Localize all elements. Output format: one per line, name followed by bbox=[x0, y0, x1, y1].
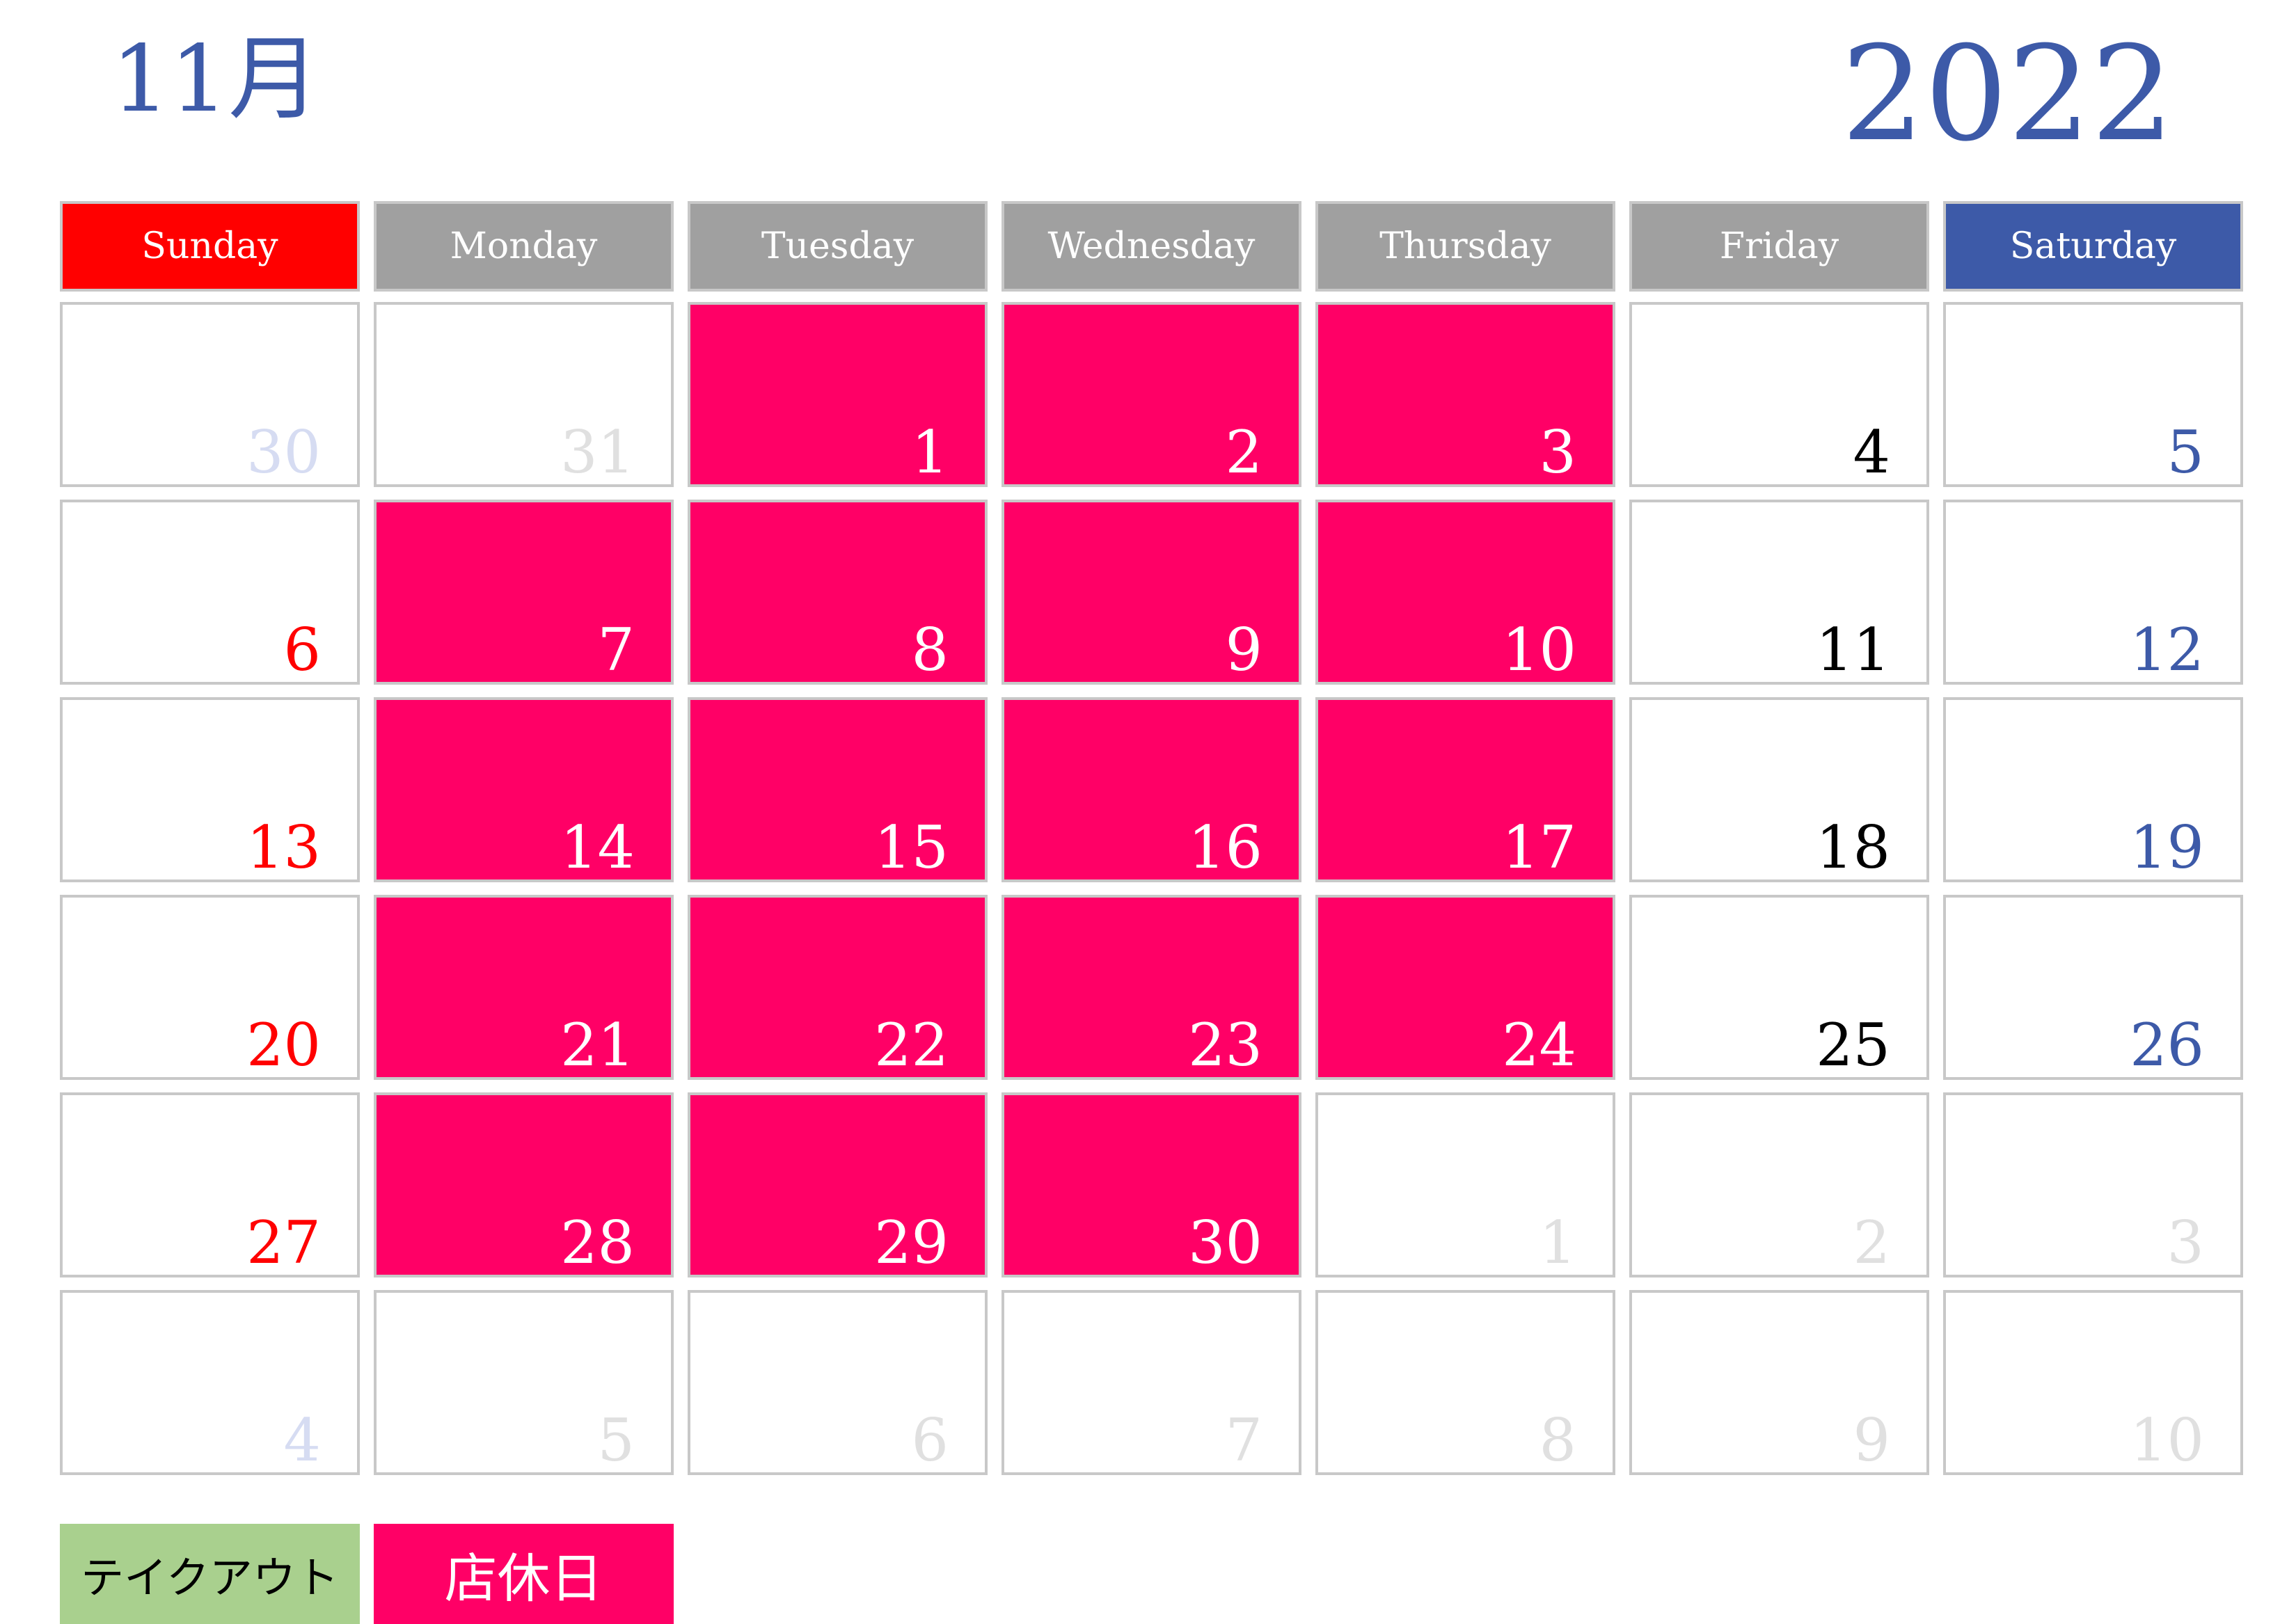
day-cell: 1 bbox=[1315, 1092, 1615, 1277]
day-number: 29 bbox=[874, 1208, 949, 1277]
day-number: 9 bbox=[1225, 615, 1262, 684]
day-cell: 31 bbox=[374, 302, 674, 487]
weekday-wednesday: Wednesday bbox=[1002, 201, 1301, 292]
day-number: 16 bbox=[1188, 813, 1262, 882]
day-number: 14 bbox=[560, 813, 635, 882]
day-number: 7 bbox=[1225, 1406, 1262, 1474]
day-cell: 7 bbox=[374, 500, 674, 685]
day-number: 28 bbox=[560, 1208, 635, 1277]
day-cell: 10 bbox=[1315, 500, 1615, 685]
day-cell: 18 bbox=[1629, 697, 1929, 882]
day-number: 7 bbox=[597, 615, 635, 684]
day-cell: 26 bbox=[1943, 895, 2243, 1080]
day-cell: 21 bbox=[374, 895, 674, 1080]
calendar-grid: 30 31 1 2 3 4 5 6 7 8 9 10 11 12 13 14 15 16 17 18 19 20 21 22 2… bbox=[60, 302, 2243, 1475]
day-number: 21 bbox=[560, 1010, 635, 1079]
day-number: 27 bbox=[246, 1208, 321, 1277]
day-cell: 13 bbox=[60, 697, 360, 882]
day-cell: 9 bbox=[1629, 1290, 1929, 1475]
day-cell: 22 bbox=[688, 895, 988, 1080]
day-number: 12 bbox=[2130, 615, 2204, 684]
day-cell: 7 bbox=[1002, 1290, 1301, 1475]
day-cell: 25 bbox=[1629, 895, 1929, 1080]
weekday-monday: Monday bbox=[374, 201, 674, 292]
day-number: 2 bbox=[1225, 417, 1262, 486]
day-number: 11 bbox=[1816, 615, 1890, 684]
day-cell: 17 bbox=[1315, 697, 1615, 882]
day-number: 3 bbox=[2167, 1208, 2204, 1277]
weekday-friday: Friday bbox=[1629, 201, 1929, 292]
day-number: 20 bbox=[246, 1010, 321, 1079]
day-number: 8 bbox=[1539, 1406, 1576, 1474]
day-cell: 28 bbox=[374, 1092, 674, 1277]
legend: テイクアウト 店休日 bbox=[60, 1524, 674, 1624]
day-number: 5 bbox=[597, 1406, 635, 1474]
day-cell: 24 bbox=[1315, 895, 1615, 1080]
day-cell: 6 bbox=[60, 500, 360, 685]
day-cell: 27 bbox=[60, 1092, 360, 1277]
day-cell: 8 bbox=[1315, 1290, 1615, 1475]
day-cell: 12 bbox=[1943, 500, 2243, 685]
day-cell: 4 bbox=[60, 1290, 360, 1475]
day-number: 19 bbox=[2130, 813, 2204, 882]
day-number: 10 bbox=[2130, 1406, 2204, 1474]
day-cell: 9 bbox=[1002, 500, 1301, 685]
day-number: 24 bbox=[1502, 1010, 1576, 1079]
day-cell: 23 bbox=[1002, 895, 1301, 1080]
day-number: 1 bbox=[1539, 1208, 1576, 1277]
day-cell: 14 bbox=[374, 697, 674, 882]
day-number: 17 bbox=[1502, 813, 1576, 882]
weekday-tuesday: Tuesday bbox=[688, 201, 988, 292]
day-number: 3 bbox=[1539, 417, 1576, 486]
day-number: 4 bbox=[1853, 417, 1890, 486]
day-number: 10 bbox=[1502, 615, 1576, 684]
day-number: 6 bbox=[911, 1406, 949, 1474]
day-number: 30 bbox=[246, 417, 321, 486]
day-number: 1 bbox=[911, 417, 949, 486]
day-cell: 8 bbox=[688, 500, 988, 685]
month-title: 11月 bbox=[111, 26, 320, 133]
day-number: 23 bbox=[1188, 1010, 1262, 1079]
day-cell: 30 bbox=[60, 302, 360, 487]
day-cell: 5 bbox=[374, 1290, 674, 1475]
day-cell: 1 bbox=[688, 302, 988, 487]
day-number: 15 bbox=[874, 813, 949, 882]
day-number: 9 bbox=[1853, 1406, 1890, 1474]
day-cell: 3 bbox=[1315, 302, 1615, 487]
day-number: 13 bbox=[246, 813, 321, 882]
day-cell: 2 bbox=[1629, 1092, 1929, 1277]
day-cell: 11 bbox=[1629, 500, 1929, 685]
day-cell: 29 bbox=[688, 1092, 988, 1277]
day-number: 26 bbox=[2130, 1010, 2204, 1079]
day-number: 4 bbox=[283, 1406, 321, 1474]
day-cell: 20 bbox=[60, 895, 360, 1080]
day-number: 6 bbox=[283, 615, 321, 684]
day-cell: 10 bbox=[1943, 1290, 2243, 1475]
day-number: 22 bbox=[874, 1010, 949, 1079]
weekday-header-row: Sunday Monday Tuesday Wednesday Thursday… bbox=[60, 201, 2243, 292]
day-cell: 6 bbox=[688, 1290, 988, 1475]
day-cell: 2 bbox=[1002, 302, 1301, 487]
legend-takeout: テイクアウト bbox=[60, 1524, 360, 1624]
legend-closed-day: 店休日 bbox=[374, 1524, 674, 1624]
day-number: 2 bbox=[1853, 1208, 1890, 1277]
day-number: 8 bbox=[911, 615, 949, 684]
day-cell: 15 bbox=[688, 697, 988, 882]
day-number: 25 bbox=[1816, 1010, 1890, 1079]
day-number: 5 bbox=[2167, 417, 2204, 486]
year-title: 2022 bbox=[1841, 18, 2174, 170]
day-cell: 19 bbox=[1943, 697, 2243, 882]
day-number: 30 bbox=[1188, 1208, 1262, 1277]
day-number: 18 bbox=[1816, 813, 1890, 882]
day-cell: 16 bbox=[1002, 697, 1301, 882]
day-cell: 3 bbox=[1943, 1092, 2243, 1277]
weekday-sunday: Sunday bbox=[60, 201, 360, 292]
day-cell: 30 bbox=[1002, 1092, 1301, 1277]
weekday-thursday: Thursday bbox=[1315, 201, 1615, 292]
day-number: 31 bbox=[560, 417, 635, 486]
day-cell: 4 bbox=[1629, 302, 1929, 487]
day-cell: 5 bbox=[1943, 302, 2243, 487]
weekday-saturday: Saturday bbox=[1943, 201, 2243, 292]
